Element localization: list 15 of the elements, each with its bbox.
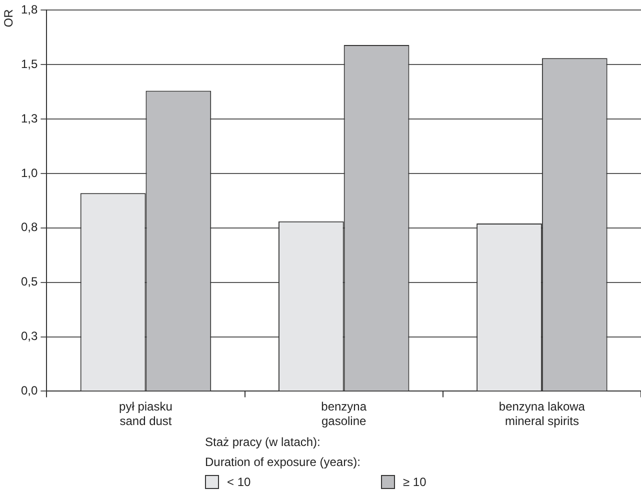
y-tick-label: 0,3 (20, 329, 38, 344)
x-tick-label: pył piasku sand dust (119, 400, 172, 428)
legend-title: Staż pracy (w latach): Duration of exposure (years): (205, 434, 362, 471)
y-tick-label: 0,5 (20, 274, 38, 289)
y-tick-label: 0,0 (20, 384, 38, 398)
x-tick-label: benzyna lakowa mineral spirits (498, 400, 586, 428)
y-tick-label: 1,8 (20, 2, 38, 17)
legend-label: ≥ 10 (403, 474, 426, 491)
y-tick-label: 0,8 (20, 220, 38, 234)
x-tick-label: benzyna gasoline (321, 400, 367, 428)
y-tick-label: 1,3 (20, 111, 38, 126)
y-axis-title: OR (1, 8, 16, 28)
legend-label: < 10 (227, 474, 251, 491)
y-tick-label: 1,0 (20, 166, 38, 180)
y-tick-label: 1,5 (20, 56, 38, 71)
